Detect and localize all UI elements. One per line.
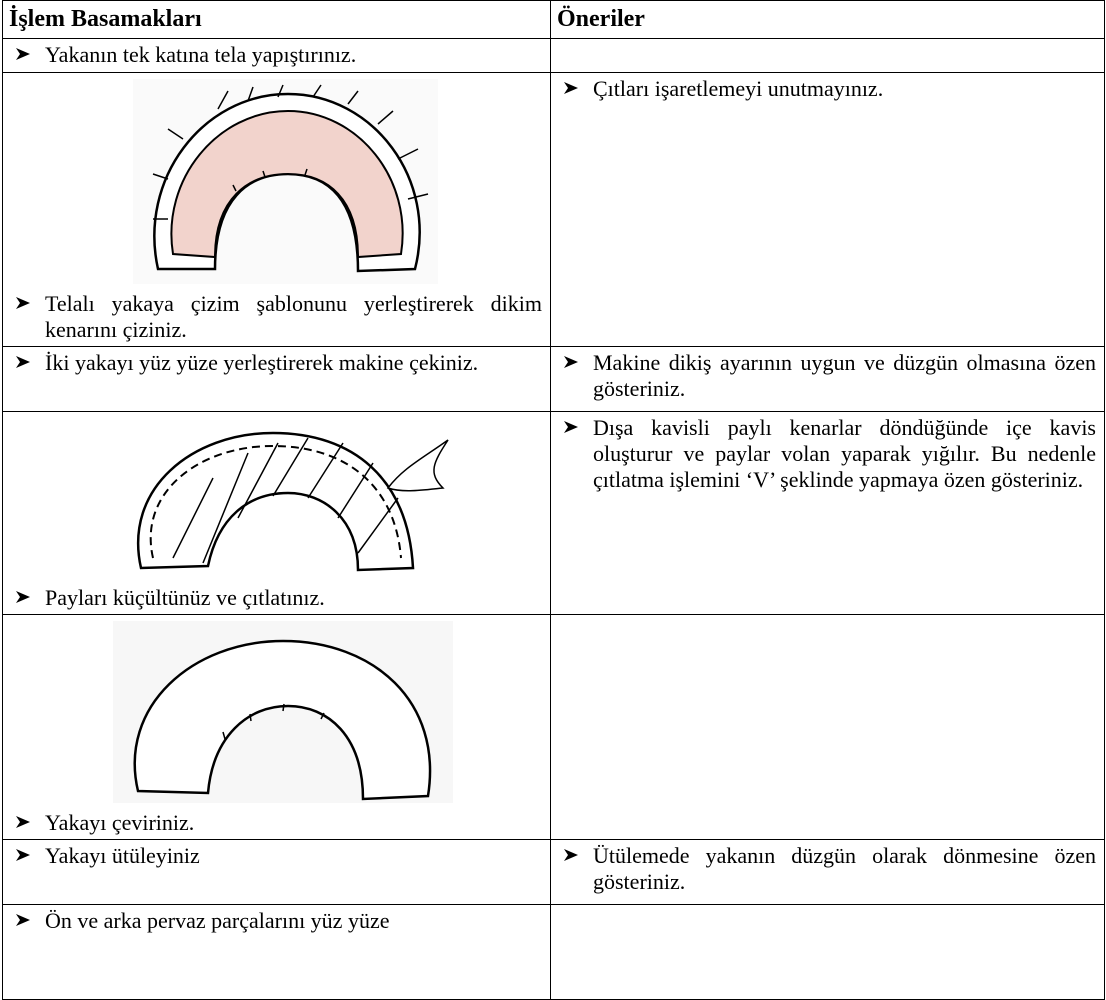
table-row: Yakayı çeviriniz. [2, 614, 1105, 840]
bullet [16, 816, 30, 828]
step-cell: Yakanın tek katına tela yapıştırınız. [2, 38, 551, 73]
tip-cell: Dışa kavisli paylı kenarlar döndüğünde i… [550, 411, 1105, 615]
collar-illustration [136, 431, 449, 572]
tip-cell: Çıtları işaretlemeyi unutmayınız. [550, 72, 1105, 347]
step-text: Ön ve arka pervaz parçalarını yüz yüze [45, 908, 390, 933]
step-text: Yakayı ütüleyiniz [45, 843, 200, 868]
tip-cell: Ütülemede yakanın düzgün olarak dönmesin… [550, 839, 1105, 905]
tip-text: Dışa kavisli paylı kenarlar döndüğünde i… [593, 415, 1096, 492]
table-row: Payları küçültünüz ve çıtlatınız. Dışa k… [2, 411, 1105, 615]
column-header: İşlem Basamakları [2, 0, 551, 39]
collar-illustration [113, 621, 453, 803]
step-text: Yakayı çeviriniz. [45, 810, 195, 835]
step-cell: Telalı yakaya çizim şablonunu yerleştire… [2, 72, 551, 347]
step-cell: Ön ve arka pervaz parçalarını yüz yüze [2, 904, 551, 1000]
step-cell: Payları küçültünüz ve çıtlatınız. [2, 411, 551, 615]
table-row: Yakayı ütüleyiniz Ütülemede yakanın düzg… [2, 839, 1105, 905]
bullet [16, 48, 30, 60]
step-text: Telalı yakaya çizim şablonunu yerleştire… [45, 291, 542, 342]
bullet [16, 297, 30, 309]
step-cell: Yakayı çeviriniz. [2, 614, 551, 840]
step-text: Yakanın tek katına tela yapıştırınız. [45, 42, 357, 67]
step-text: İki yakayı yüz yüze yerleştirerek makine… [45, 350, 479, 375]
step-cell: Yakayı ütüleyiniz [2, 839, 551, 905]
bullet [16, 356, 30, 368]
table-row: İki yakayı yüz yüze yerleştirerek makine… [2, 346, 1105, 412]
tip-cell: Makine dikiş ayarının uygun ve düzgün ol… [550, 346, 1105, 412]
tip-cell [550, 614, 1105, 840]
bullet [16, 849, 30, 861]
bullet [564, 421, 578, 433]
tip-text: Çıtları işaretlemeyi unutmayınız. [593, 76, 884, 101]
table-row: Telalı yakaya çizim şablonunu yerleştire… [2, 72, 1105, 347]
collar-illustration [133, 79, 438, 284]
step-cell: İki yakayı yüz yüze yerleştirerek makine… [2, 346, 551, 412]
tip-cell [550, 38, 1105, 73]
tip-text: Ütülemede yakanın düzgün olarak dönmesin… [593, 843, 1096, 894]
bullet [564, 849, 578, 861]
column-header: Öneriler [550, 0, 1105, 39]
bullet [564, 82, 578, 94]
table-row: Ön ve arka pervaz parçalarını yüz yüze [2, 904, 1105, 1000]
bullet [564, 356, 578, 368]
header-row: İşlem Basamakları Öneriler [2, 0, 1105, 39]
tip-text: Makine dikiş ayarının uygun ve düzgün ol… [593, 350, 1096, 401]
step-text: Payları küçültünüz ve çıtlatınız. [45, 585, 325, 610]
bullet [16, 591, 30, 603]
tip-cell [550, 904, 1105, 1000]
table-row: Yakanın tek katına tela yapıştırınız. [2, 38, 1105, 73]
bullet [16, 914, 30, 926]
